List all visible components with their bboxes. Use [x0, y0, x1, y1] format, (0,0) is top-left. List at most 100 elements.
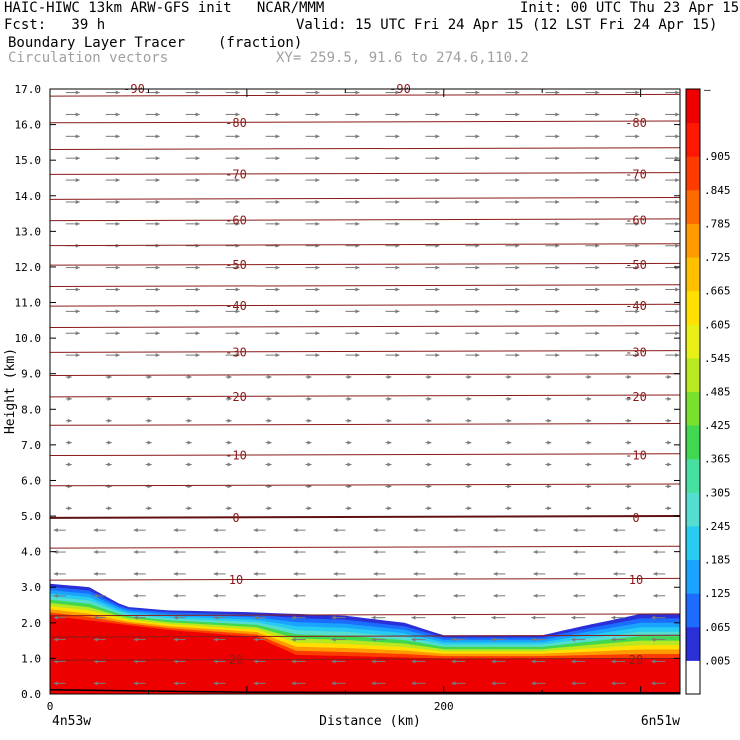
colorbar-swatch	[686, 223, 700, 258]
vector-arrowhead	[355, 309, 360, 314]
vector-arrowhead	[427, 375, 432, 380]
vector-arrowhead	[571, 681, 576, 686]
vector-arrowhead	[253, 571, 258, 576]
vector-arrowhead	[475, 199, 480, 204]
vector-arrowhead	[331, 681, 336, 686]
vector-arrowhead	[315, 199, 320, 204]
contour-label: 10	[229, 573, 243, 587]
vector-arrowhead	[331, 615, 336, 620]
vector-arrowhead	[427, 440, 432, 445]
vector-arrowhead	[411, 637, 416, 642]
contour-label: 20	[629, 653, 643, 667]
vector-arrowhead	[627, 396, 632, 401]
vector-arrowhead	[195, 156, 200, 161]
vector-arrowhead	[107, 375, 112, 380]
vector-arrowhead	[331, 659, 336, 664]
vector-arrowhead	[67, 396, 72, 401]
vector-arrowhead	[155, 112, 160, 117]
vector-arrowhead	[675, 134, 680, 139]
vector-arrowhead	[155, 178, 160, 183]
vector-arrowhead	[107, 418, 112, 423]
vector-arrowhead	[613, 550, 618, 555]
vector-arrowhead	[395, 287, 400, 292]
vector-arrowhead	[195, 112, 200, 117]
contour-label: -30	[225, 345, 247, 359]
vector-arrowhead	[227, 375, 232, 380]
vector-arrowhead	[547, 440, 552, 445]
vector-arrowhead	[291, 681, 296, 686]
vector-arrowhead	[611, 615, 616, 620]
valid-time: Valid: 15 UTC Fri 24 Apr 15 (12 LST Fri …	[296, 17, 718, 33]
vector-arrowhead	[107, 396, 112, 401]
vector-arrowhead	[235, 90, 240, 95]
y-tick-label: 3.0	[21, 581, 41, 594]
vector-arrowhead	[155, 331, 160, 336]
vector-arrowhead	[395, 353, 400, 358]
vector-arrowhead	[75, 221, 80, 226]
vector-arrowhead	[635, 353, 640, 358]
vector-arrowhead	[651, 637, 656, 642]
contour-line	[49, 613, 681, 617]
vector-arrowhead	[333, 550, 338, 555]
vector-arrowhead	[587, 462, 592, 467]
vector-arrowhead	[533, 528, 538, 533]
contour-label: -60	[625, 214, 647, 228]
vector-arrowhead	[275, 309, 280, 314]
vector-arrowhead	[195, 199, 200, 204]
vector-arrowhead	[555, 112, 560, 117]
vector-arrowhead	[147, 506, 152, 511]
vector-arrowhead	[387, 396, 392, 401]
y-tick-label: 16.0	[15, 119, 42, 132]
xy-label: XY= 259.5, 91.6 to 274.6,110.2	[276, 50, 529, 66]
vector-arrowhead	[315, 156, 320, 161]
vector-arrowhead	[653, 593, 658, 598]
vector-arrowhead	[595, 178, 600, 183]
vector-arrowhead	[373, 528, 378, 533]
contour-label: -80	[625, 116, 647, 130]
vector-arrowhead	[133, 637, 138, 642]
colorbar-label: .485	[704, 386, 731, 399]
vector-arrowhead	[133, 681, 138, 686]
vector-arrowhead	[235, 309, 240, 314]
contour-line	[49, 325, 681, 328]
vector-arrowhead	[67, 375, 72, 380]
vector-arrowhead	[435, 265, 440, 270]
contour-label: -20	[225, 390, 247, 404]
contour-label: -40	[625, 299, 647, 313]
vector-arrowhead	[475, 287, 480, 292]
vector-arrowhead	[275, 90, 280, 95]
vector-arrowhead	[235, 199, 240, 204]
vector-arrowhead	[435, 221, 440, 226]
vector-arrowhead	[555, 331, 560, 336]
vector-arrowhead	[493, 593, 498, 598]
vector-arrowhead	[275, 287, 280, 292]
vector-arrowhead	[531, 637, 536, 642]
vector-arrowhead	[667, 440, 672, 445]
vector-arrowhead	[515, 134, 520, 139]
vector-arrowhead	[315, 309, 320, 314]
vector-arrowhead	[475, 331, 480, 336]
vector-arrowhead	[627, 462, 632, 467]
y-tick-label: 12.0	[15, 261, 42, 274]
vector-arrowhead	[475, 90, 480, 95]
contour-line	[49, 120, 681, 124]
vector-arrowhead	[595, 243, 600, 248]
vector-arrowhead	[395, 199, 400, 204]
vector-arrowhead	[75, 112, 80, 117]
vector-arrowhead	[555, 178, 560, 183]
vector-arrowhead	[53, 593, 58, 598]
x-tick-label: 200	[434, 700, 454, 713]
vector-arrowhead	[133, 571, 138, 576]
y-tick-label: 5.0	[21, 510, 41, 523]
vector-arrowhead	[507, 484, 512, 489]
vector-arrowhead	[133, 615, 138, 620]
vector-arrowhead	[147, 484, 152, 489]
vector-arrowhead	[307, 396, 312, 401]
vector-arrowhead	[573, 571, 578, 576]
colorbar-label: .245	[704, 520, 731, 533]
vector-arrowhead	[533, 593, 538, 598]
vector-arrowhead	[227, 440, 232, 445]
colorbar-swatch	[686, 257, 700, 292]
vector-arrowhead	[395, 221, 400, 226]
vector-arrowhead	[173, 637, 178, 642]
